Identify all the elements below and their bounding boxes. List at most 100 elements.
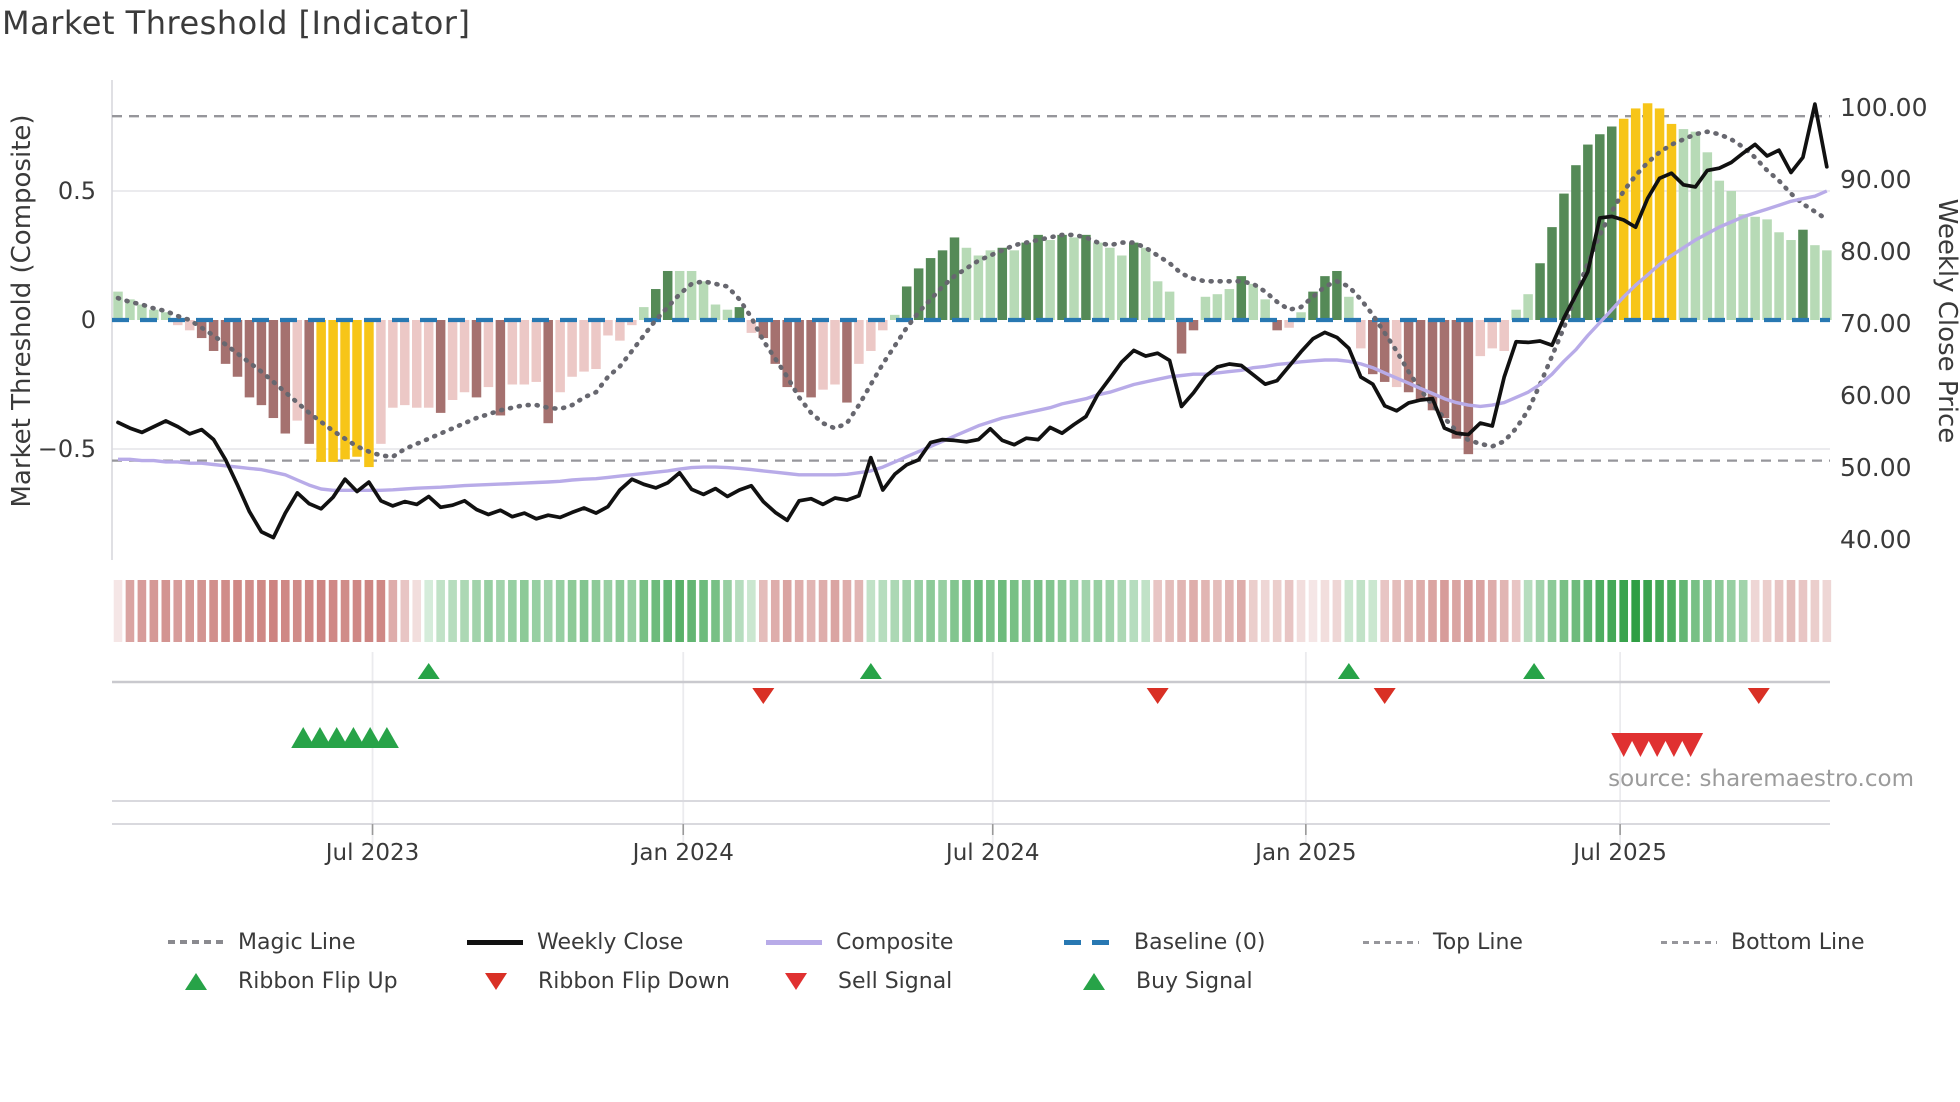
- composite-bar: [1033, 234, 1043, 320]
- composite-bar: [1081, 234, 1091, 320]
- composite-bar: [866, 320, 876, 351]
- ribbon-cell: [1822, 580, 1832, 642]
- composite-bar: [173, 320, 183, 326]
- ribbon-cell: [209, 580, 218, 642]
- composite-bar: [340, 320, 350, 460]
- ribbon-cell: [1177, 580, 1186, 642]
- ribbon-cell: [1679, 580, 1688, 642]
- ribbon-cell: [1404, 580, 1413, 642]
- composite-bar: [1379, 320, 1390, 382]
- ribbon-cell: [1703, 580, 1712, 642]
- ribbon-cell: [1715, 580, 1724, 642]
- composite-bar: [1260, 299, 1270, 320]
- legend-item-composite: Composite: [766, 928, 953, 956]
- composite-bar: [1702, 152, 1713, 320]
- ribbon-cell: [1332, 580, 1342, 642]
- buy-signal-marker: [307, 727, 332, 748]
- ribbon-cell: [221, 580, 230, 642]
- ribbon-cell: [412, 580, 422, 642]
- composite-bar: [746, 320, 757, 333]
- ribbon-cell: [1476, 580, 1485, 642]
- ribbon-cell: [651, 580, 661, 642]
- ribbon-cell: [185, 580, 194, 642]
- ribbon-flip-up-marker: [1337, 663, 1360, 679]
- composite-bar: [651, 289, 661, 320]
- ribbon-cell: [1810, 580, 1820, 642]
- ribbon-cell: [938, 580, 947, 642]
- left-tick-label: 0: [81, 306, 96, 334]
- magic-line-swatch: [168, 940, 224, 944]
- left-tick-label: −0.5: [38, 435, 96, 463]
- ribbon-cell: [782, 580, 792, 642]
- ribbon-cell: [723, 580, 732, 642]
- page-title: Market Threshold [Indicator]: [2, 4, 471, 42]
- buy-signal-marker: [374, 727, 399, 748]
- ribbon-cell: [484, 580, 493, 642]
- composite-bar: [854, 320, 864, 364]
- ribbon-cell: [770, 580, 780, 642]
- bottom-line-swatch: [1661, 940, 1717, 944]
- ribbon-cell: [914, 580, 923, 642]
- sell-signal-icon: [785, 972, 807, 990]
- buy-signal-marker: [341, 727, 366, 748]
- composite-bar: [1427, 320, 1438, 411]
- composite-bar: [459, 320, 470, 393]
- composite-bar: [567, 320, 577, 377]
- ribbon-cell: [1237, 580, 1246, 642]
- composite-bar: [1164, 291, 1175, 320]
- composite-bar: [758, 320, 769, 339]
- ribbon-cell: [1093, 580, 1103, 642]
- composite-bar: [1176, 320, 1187, 354]
- composite-bar: [710, 304, 721, 320]
- ribbon-cell: [663, 580, 672, 642]
- ribbon-cell: [1225, 580, 1234, 642]
- ribbon-cell: [1726, 580, 1736, 642]
- composite-bar: [937, 250, 948, 320]
- composite-bar: [1009, 250, 1019, 320]
- composite-bar: [639, 307, 649, 320]
- composite-bar: [328, 320, 338, 462]
- ribbon-cell: [472, 580, 481, 642]
- composite-bar: [1057, 234, 1067, 320]
- ribbon-cell: [424, 580, 433, 642]
- ribbon-cell: [520, 580, 529, 642]
- ribbon-cell: [496, 580, 505, 642]
- ribbon-cell: [854, 580, 864, 642]
- ribbon-cell: [830, 580, 840, 642]
- weekly-close-swatch: [467, 939, 523, 945]
- composite-bar: [603, 320, 613, 336]
- composite-bar: [1607, 126, 1617, 320]
- composite-bar: [1188, 320, 1199, 331]
- composite-bar: [1726, 191, 1736, 320]
- composite-bar: [925, 258, 936, 320]
- ribbon-cell: [603, 580, 613, 642]
- legend-label-weekly-close: Weekly Close: [537, 929, 684, 955]
- composite-bar: [913, 268, 924, 320]
- ribbon-cell: [245, 580, 254, 642]
- ribbon-flip-down-marker: [1747, 688, 1770, 704]
- ribbon-cell: [1452, 580, 1461, 642]
- composite-bar: [1750, 216, 1760, 320]
- composite-bar: [447, 320, 458, 400]
- ribbon-cell: [806, 580, 816, 642]
- composite-bar: [1678, 129, 1689, 320]
- ribbon-cell: [1667, 580, 1676, 642]
- ribbon-cell: [1559, 580, 1569, 642]
- sell-signal-marker: [1644, 733, 1670, 757]
- ribbon-flip-up-marker: [859, 663, 882, 679]
- ribbon-cell: [1487, 580, 1497, 642]
- ribbon-cell: [759, 580, 768, 642]
- composite-bar: [1595, 134, 1605, 320]
- ribbon-cell: [1141, 580, 1150, 642]
- ribbon-cell: [591, 580, 601, 642]
- composite-bar: [1308, 291, 1318, 320]
- ribbon-cell: [1499, 580, 1509, 642]
- composite-bar: [1391, 320, 1402, 388]
- ribbon-cell: [197, 580, 206, 642]
- ribbon-cell: [1631, 580, 1640, 642]
- composite-bar: [722, 309, 733, 320]
- ribbon-cell: [316, 580, 326, 642]
- ribbon-cell: [376, 580, 386, 642]
- ribbon-cell: [328, 580, 338, 642]
- right-tick-label: 80.00: [1840, 237, 1912, 266]
